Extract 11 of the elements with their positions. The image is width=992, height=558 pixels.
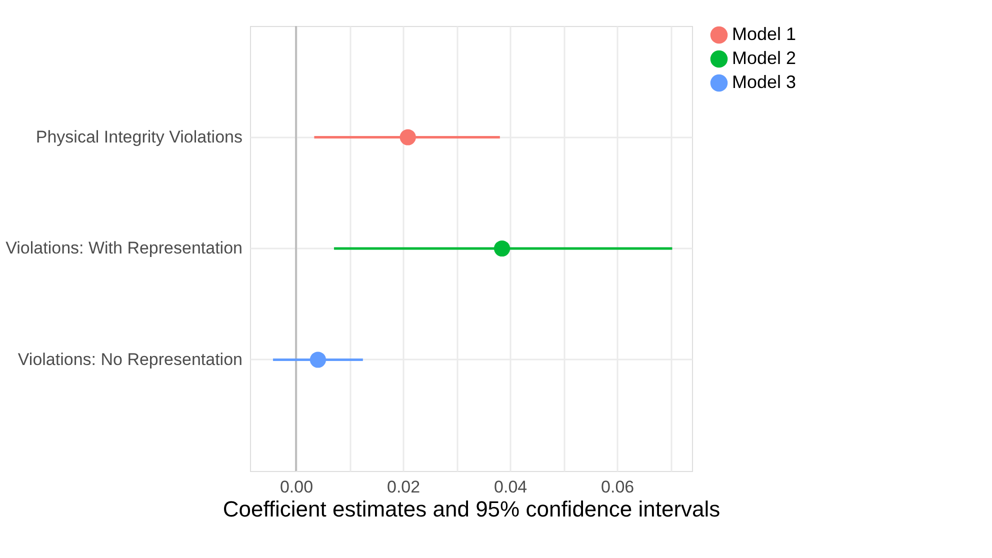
x-axis-title: Coefficient estimates and 95% confidence intervals (222, 496, 720, 522)
legend-label: Model 1 (732, 24, 796, 44)
x-tick-label: 0.04 (494, 478, 528, 496)
legend-label: Model 3 (732, 72, 796, 92)
x-tick-label: 0.00 (280, 478, 314, 496)
y-tick-label: Violations: No Representation (18, 350, 242, 369)
legend-label: Model 2 (732, 48, 796, 68)
x-tick-label: 0.06 (601, 478, 634, 496)
y-tick-label: Physical Integrity Violations (36, 127, 242, 146)
x-tick-label: 0.02 (386, 478, 420, 496)
y-tick-label: Violations: With Representation (6, 238, 242, 258)
